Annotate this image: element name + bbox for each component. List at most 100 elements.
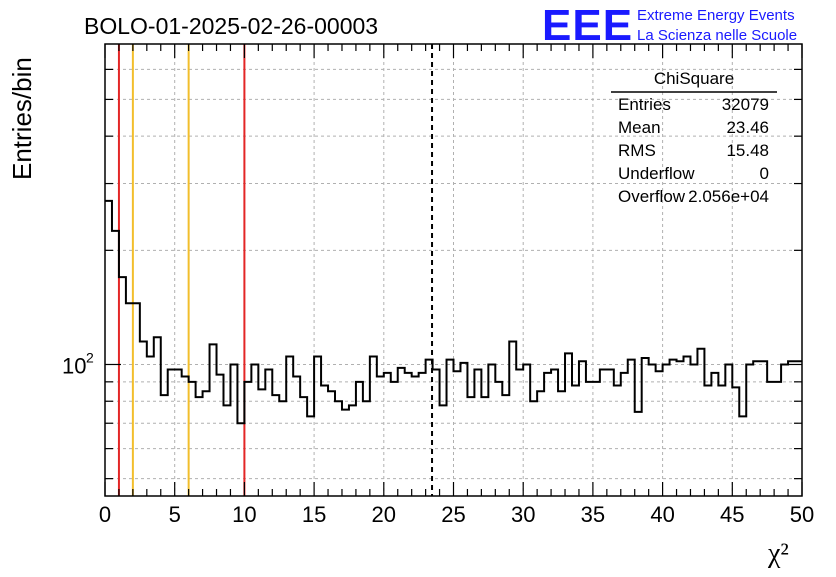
histogram-bin [328, 391, 335, 496]
histogram-bin [175, 370, 182, 496]
x-tick-label: 50 [790, 502, 814, 527]
histogram-bin [579, 361, 586, 496]
histogram-bin [447, 360, 454, 496]
histogram-bin [363, 401, 370, 496]
histogram-bin [377, 376, 384, 496]
histogram-bin [642, 358, 649, 496]
histogram-bin [523, 364, 530, 496]
histogram-bin [426, 360, 433, 496]
histogram-bin [412, 376, 419, 496]
histogram-bin [279, 401, 286, 496]
histogram-bin [398, 368, 405, 496]
histogram-bin [251, 364, 258, 496]
histogram-bin [677, 361, 684, 496]
stats-label-entries: Entries [618, 95, 671, 114]
histogram-bin [481, 397, 488, 496]
histogram-bin [649, 364, 656, 496]
histogram-bin [474, 370, 481, 496]
histogram-bin [286, 356, 293, 496]
histogram-bin [356, 382, 363, 496]
histogram-bin [690, 364, 697, 496]
histogram-bin [628, 360, 635, 496]
histogram-bin [154, 337, 161, 496]
histogram-series [105, 199, 802, 496]
histogram-bin [460, 363, 467, 496]
histogram-bin [725, 364, 732, 496]
histogram-bin [684, 356, 691, 496]
histogram-bin [223, 405, 230, 496]
histogram-bin [189, 382, 196, 496]
histogram-bin [237, 423, 244, 496]
stats-title: ChiSquare [654, 69, 734, 88]
histogram-bin [746, 364, 753, 496]
histogram-bin [600, 370, 607, 496]
histogram-bin [272, 395, 279, 496]
histogram-bin [307, 416, 314, 496]
logo-line1: Extreme Energy Events [637, 7, 795, 24]
x-axis-label: χ² [767, 538, 789, 569]
histogram-bin [349, 405, 356, 496]
histogram-bin [551, 370, 558, 496]
histogram-bin [126, 303, 133, 496]
histogram-bin [572, 386, 579, 496]
histogram-step-line [105, 199, 802, 425]
histogram-bin [788, 361, 795, 496]
histogram-bin [614, 386, 621, 496]
histogram-bin [370, 356, 377, 496]
histogram-bin [182, 376, 189, 496]
histogram-bin [419, 373, 426, 496]
histogram-bin [516, 370, 523, 496]
x-tick-label: 10 [232, 502, 256, 527]
histogram-bin [760, 361, 767, 496]
x-tick-label: 20 [372, 502, 396, 527]
histogram-bin [230, 364, 237, 496]
histogram-bin [607, 370, 614, 496]
histogram-bin [586, 382, 593, 496]
histogram-bin [321, 386, 328, 496]
histogram-bin [495, 382, 502, 496]
histogram-bin [314, 356, 321, 496]
stats-label-mean: Mean [618, 118, 661, 137]
histogram-bin [244, 382, 251, 496]
histogram-bin [488, 364, 495, 496]
x-tick-label: 15 [302, 502, 326, 527]
histogram-bin [732, 387, 739, 496]
stats-label-overflow: Overflow [618, 187, 686, 206]
histogram-bin [391, 382, 398, 496]
histogram-bin [670, 360, 677, 496]
histogram-bin [440, 405, 447, 496]
histogram-bin [558, 391, 565, 496]
histogram-bin [203, 391, 210, 496]
histogram-bin [217, 375, 224, 496]
histogram-bin [293, 376, 300, 496]
x-tick-label: 35 [581, 502, 605, 527]
histogram-bin [753, 361, 760, 496]
x-tick-label: 40 [650, 502, 674, 527]
histogram-bin [767, 382, 774, 496]
histogram-bin [704, 386, 711, 496]
histogram-bin [537, 391, 544, 496]
histogram-bin [119, 277, 126, 496]
histogram-bin [718, 386, 725, 496]
eee-logo: EEE Extreme Energy Events La Scienza nel… [542, 1, 797, 50]
chart-title: BOLO-01-2025-02-26-00003 [84, 13, 378, 39]
x-tick-label: 45 [720, 502, 744, 527]
histogram-bin [133, 303, 140, 496]
histogram-bin [342, 410, 349, 496]
x-tick-label: 30 [511, 502, 535, 527]
histogram-bin [565, 353, 572, 496]
histogram-bin [196, 397, 203, 496]
histogram-bin [656, 371, 663, 496]
histogram-bin [335, 401, 342, 496]
histogram-bin [697, 349, 704, 496]
y-axis-label: Entries/bin [7, 57, 37, 180]
histogram-bin [265, 370, 272, 496]
y-tick-label-base: 10 [62, 353, 86, 378]
histogram-bin [384, 373, 391, 496]
histogram-bin [300, 397, 307, 496]
histogram-bin [663, 364, 670, 496]
histogram-bin [433, 370, 440, 496]
